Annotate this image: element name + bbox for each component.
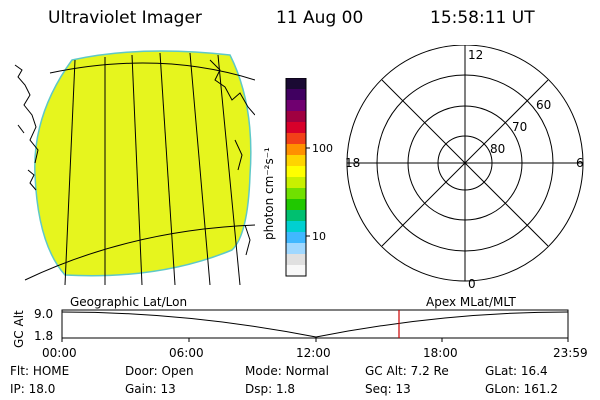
colorbar-scale	[286, 78, 306, 277]
colorbar: 100 10	[285, 78, 333, 277]
y-tick-1-8: 1.8	[34, 329, 54, 343]
apex-caption: Apex MLat/MLT	[426, 295, 516, 309]
colorbar-band	[286, 254, 306, 266]
info-mode: Mode: Normal	[245, 364, 329, 378]
colorbar-band	[286, 144, 306, 156]
diagonal-2	[381, 79, 549, 247]
colorbar-tick-100: 100	[312, 142, 333, 155]
colorbar-band	[286, 78, 306, 90]
info-dsp: Dsp: 1.8	[245, 382, 296, 396]
mlt-label-0: 0	[468, 277, 476, 290]
colorbar-band	[286, 100, 306, 112]
mlt-label-18: 18	[345, 156, 360, 170]
altitude-timeline	[61, 309, 569, 342]
info-seq: Seq: 13	[365, 382, 411, 396]
altitude-curve	[61, 311, 569, 338]
y-tick-9: 9.0	[34, 307, 54, 321]
x-tick-1800: 18:00	[423, 346, 458, 360]
info-ip: IP: 18.0	[10, 382, 56, 396]
colorbar-band	[286, 265, 306, 277]
colorbar-band	[286, 111, 306, 123]
x-tick-0000: 00:00	[42, 346, 77, 360]
lat-label-80: 80	[490, 142, 505, 156]
colorbar-band	[286, 166, 306, 178]
x-tick-0600: 06:00	[169, 346, 204, 360]
coastlines	[14, 59, 255, 256]
x-tick-1200: 12:00	[296, 346, 331, 360]
earth-disk	[34, 50, 252, 277]
colorbar-band	[286, 122, 306, 134]
colorbar-tick-10: 10	[312, 230, 326, 243]
x-ticks	[61, 338, 569, 342]
colorbar-band	[286, 199, 306, 211]
x-tick-2359: 23:59	[553, 346, 588, 360]
mlt-label-6: 6	[576, 156, 584, 170]
mlt-label-12: 12	[468, 48, 483, 62]
colorbar-band	[286, 221, 306, 233]
colorbar-band	[286, 89, 306, 101]
colorbar-band	[286, 133, 306, 145]
info-door: Door: Open	[125, 364, 194, 378]
colorbar-band	[286, 155, 306, 167]
info-gain: Gain: 13	[125, 382, 176, 396]
polar-plot: 12 18 6 0 60 70 80	[345, 45, 584, 290]
colorbar-band	[286, 188, 306, 200]
info-glat: GLat: 16.4	[485, 364, 548, 378]
geographic-caption: Geographic Lat/Lon	[70, 295, 188, 309]
colorbar-band	[286, 210, 306, 222]
colorbar-band	[286, 232, 306, 244]
info-flt: Flt: HOME	[10, 364, 70, 378]
gc-alt-axis-label: GC Alt	[12, 310, 26, 348]
info-gc-alt: GC Alt: 7.2 Re	[365, 364, 449, 378]
date-label: 11 Aug 00	[276, 8, 364, 28]
lat-label-70: 70	[512, 120, 527, 134]
info-glon: GLon: 161.2	[485, 382, 558, 396]
colorbar-band	[286, 243, 306, 255]
instrument-title: Ultraviolet Imager	[48, 8, 202, 28]
time-label: 15:58:11 UT	[430, 8, 535, 28]
uv-image-panel	[14, 50, 255, 285]
colorbar-unit-label: photon cm⁻²s⁻¹	[262, 147, 276, 240]
lat-label-60: 60	[536, 98, 551, 112]
lat-lon-grid	[24, 52, 255, 285]
colorbar-band	[286, 177, 306, 189]
